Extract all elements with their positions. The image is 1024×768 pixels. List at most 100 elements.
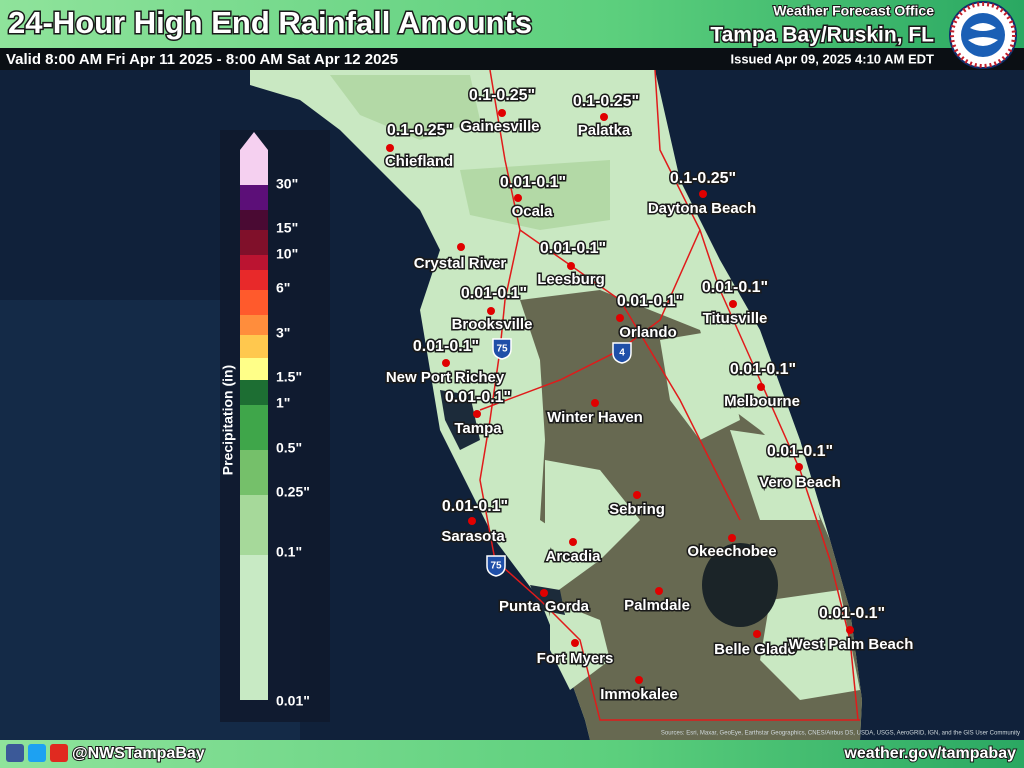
legend-label: 0.25" [276, 484, 310, 500]
city-label: Belle Glade [714, 641, 796, 658]
rainfall-amount: 0.01-0.1" [819, 605, 885, 622]
city-dot [571, 639, 579, 647]
city-label: Daytona Beach [648, 200, 756, 217]
land-green-patch [545, 460, 640, 560]
charlotte-harbor [530, 585, 565, 615]
attribution: Sources: Esri, Maxar, GeoEye, Earthstar … [661, 731, 1020, 737]
city-dot [616, 314, 624, 322]
legend-box [220, 130, 330, 722]
i-95 [654, 69, 859, 721]
city-dot [846, 626, 854, 634]
lake-okeechobee [702, 543, 778, 627]
city-label: Vero Beach [759, 474, 841, 491]
city-dot [540, 589, 548, 597]
rainfall-amount: 0.01-0.1" [461, 285, 527, 302]
city-dot [473, 410, 481, 418]
city-dot [567, 262, 575, 270]
city-dot [457, 243, 465, 251]
legend-label: 15" [276, 220, 298, 236]
city-label: Arcadia [545, 548, 601, 565]
city-label: Gainesville [460, 118, 539, 135]
city-dot [729, 300, 737, 308]
nws-logo [949, 1, 1017, 69]
city-label: West Palm Beach [789, 636, 914, 653]
interstate-number: 75 [490, 561, 502, 572]
city-label: Melbourne [724, 393, 800, 410]
rainfall-amount: 0.01-0.1" [617, 293, 683, 310]
city-label: New Port Richey [386, 369, 505, 386]
city-label: Leesburg [537, 271, 605, 288]
rainfall-amount: 0.01-0.1" [540, 240, 606, 257]
city-label: Ocala [512, 203, 554, 220]
rainfall-amount: 0.01-0.1" [442, 498, 508, 515]
city-label: Sarasota [441, 528, 505, 545]
land-green-patch [760, 590, 860, 700]
legend-label: 3" [276, 325, 290, 341]
legend-label: 30" [276, 176, 298, 192]
city-dot [514, 194, 522, 202]
city-label: Orlando [619, 324, 677, 341]
city-label: Crystal River [414, 255, 507, 272]
office-location: Tampa Bay/Ruskin, FL [710, 24, 934, 47]
city-dot [757, 383, 765, 391]
legend-label: 1" [276, 395, 290, 411]
rainfall-amount: 0.1-0.25" [670, 170, 736, 187]
city-label: Titusville [703, 310, 768, 327]
city-dot [753, 630, 761, 638]
valid-time: Valid 8:00 AM Fri Apr 11 2025 - 8:00 AM … [6, 51, 398, 68]
city-label: Immokalee [600, 686, 678, 703]
city-dot [468, 517, 476, 525]
valid-bar [0, 48, 1024, 70]
city-dot [487, 307, 495, 315]
city-label: Palmdale [624, 597, 690, 614]
city-label: Chiefland [385, 153, 453, 170]
rainfall-amount: 0.1-0.25" [387, 122, 453, 139]
issued-time: Issued Apr 09, 2025 4:10 AM EDT [730, 51, 934, 66]
legend-label: 1.5" [276, 369, 302, 385]
city-label: Brooksville [452, 316, 533, 333]
city-label: Palatka [578, 122, 631, 139]
rainfall-amount: 0.01-0.1" [500, 174, 566, 191]
city-label: Fort Myers [537, 650, 614, 667]
city-dot [442, 359, 450, 367]
title: 24-Hour High End Rainfall Amounts [8, 5, 532, 40]
rainfall-amount: 0.01-0.1" [702, 279, 768, 296]
legend-label: 6" [276, 280, 290, 296]
city-dot [633, 491, 641, 499]
legend-title: Precipitation (in) [220, 365, 236, 475]
city-dot [655, 587, 663, 595]
land-green-patch [730, 430, 820, 520]
interstate-number: 4 [619, 348, 625, 359]
land-green-patch [550, 600, 610, 690]
city-dot [635, 676, 643, 684]
rainfall-amount: 0.1-0.25" [573, 93, 639, 110]
tampa-bay [440, 390, 480, 450]
legend-label: 0.1" [276, 544, 302, 560]
rainfall-amount: 0.01-0.1" [730, 361, 796, 378]
social-handle: @NWSTampaBay [72, 745, 205, 762]
city-dot [386, 144, 394, 152]
legend-label: 10" [276, 246, 298, 262]
interstate-shield [612, 342, 632, 364]
footer-bar [0, 740, 1024, 768]
interstate-number: 75 [496, 344, 508, 355]
office: Weather Forecast Office [773, 3, 934, 19]
i-75 [479, 69, 860, 721]
legend-label: 0.5" [276, 440, 302, 456]
city-dot [728, 534, 736, 542]
land-darker [460, 160, 610, 230]
land-darker [330, 75, 480, 140]
city-dot [795, 463, 803, 471]
land-green-patch [660, 330, 740, 440]
city-dot [569, 538, 577, 546]
city-label: Tampa [454, 420, 502, 437]
city-dot [498, 109, 506, 117]
rainfall-amount: 0.01-0.1" [767, 443, 833, 460]
city-dot [600, 113, 608, 121]
legend-label: 0.01" [276, 693, 310, 709]
city-label: Okeechobee [687, 543, 776, 560]
city-dot [699, 190, 707, 198]
header-bar [0, 0, 1024, 48]
interstate-shield [486, 555, 506, 577]
